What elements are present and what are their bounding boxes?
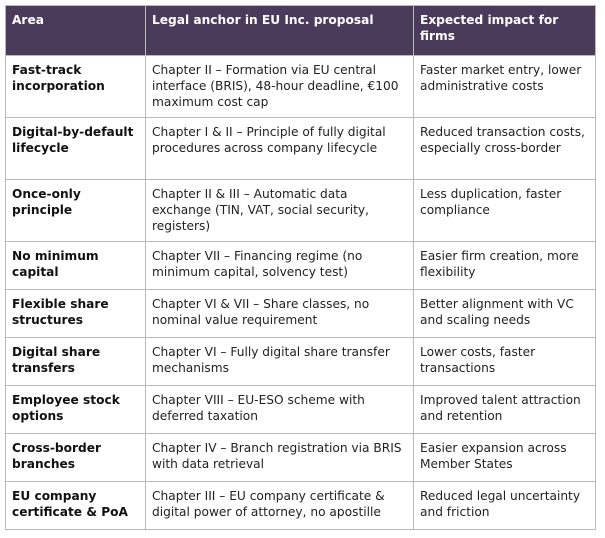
legal-anchor-cell: Chapter VI – Fully digital share transfe…: [145, 337, 414, 386]
area-cell: Cross-border branches: [5, 433, 146, 482]
table-row: Digital-by-default lifecycle Chapter I & …: [5, 117, 596, 180]
legal-anchor-cell: Chapter VI & VII – Share classes, no nom…: [145, 289, 414, 338]
impact-cell: Reduced legal uncertainty and friction: [413, 481, 596, 530]
header-cell: Area: [5, 5, 146, 56]
comparison-table: Area Legal anchor in EU Inc. proposal Expe…: [5, 5, 596, 530]
area-cell: No minimum capital: [5, 241, 146, 290]
area-cell: Once-only principle: [5, 179, 146, 242]
impact-cell: Less duplication, faster compliance: [413, 179, 596, 242]
table-row: Flexible share structures Chapter VI & VI…: [5, 289, 596, 338]
table-body: Fast-track incorporation Chapter II – For…: [5, 55, 596, 530]
legal-anchor-cell: Chapter VIII – EU-ESO scheme with deferr…: [145, 385, 414, 434]
area-cell: Digital share transfers: [5, 337, 146, 386]
table-row: Once-only principle Chapter II & III – Au…: [5, 179, 596, 242]
table-row: EU company certificate & PoA Chapter III …: [5, 481, 596, 530]
impact-cell: Reduced transaction costs, especially cr…: [413, 117, 596, 180]
area-cell: Employee stock options: [5, 385, 146, 434]
impact-cell: Easier expansion across Member States: [413, 433, 596, 482]
impact-cell: Easier firm creation, more flexibility: [413, 241, 596, 290]
table-row: No minimum capital Chapter VII – Financin…: [5, 241, 596, 290]
area-cell: Fast-track incorporation: [5, 55, 146, 118]
legal-anchor-cell: Chapter III – EU company certificate & d…: [145, 481, 414, 530]
header-cell: Expected impact for firms: [413, 5, 596, 56]
table-row: Digital share transfers Chapter VI – Full…: [5, 337, 596, 386]
table-row: Employee stock options Chapter VIII – EU-…: [5, 385, 596, 434]
header-cell: Legal anchor in EU Inc. proposal: [145, 5, 414, 56]
table-row: Fast-track incorporation Chapter II – For…: [5, 55, 596, 118]
legal-anchor-cell: Chapter I & II – Principle of fully digi…: [145, 117, 414, 180]
impact-cell: Better alignment with VC and scaling nee…: [413, 289, 596, 338]
impact-cell: Improved talent attraction and retention: [413, 385, 596, 434]
legal-anchor-cell: Chapter VII – Financing regime (no minim…: [145, 241, 414, 290]
table-row: Cross-border branches Chapter IV – Branch…: [5, 433, 596, 482]
area-cell: EU company certificate & PoA: [5, 481, 146, 530]
legal-anchor-cell: Chapter IV – Branch registration via BRI…: [145, 433, 414, 482]
area-cell: Flexible share structures: [5, 289, 146, 338]
header-row: Area Legal anchor in EU Inc. proposal Expe…: [5, 5, 596, 56]
impact-cell: Lower costs, faster transactions: [413, 337, 596, 386]
impact-cell: Faster market entry, lower administrativ…: [413, 55, 596, 118]
area-cell: Digital-by-default lifecycle: [5, 117, 146, 180]
legal-anchor-cell: Chapter II – Formation via EU central in…: [145, 55, 414, 118]
legal-anchor-cell: Chapter II & III – Automatic data exchan…: [145, 179, 414, 242]
